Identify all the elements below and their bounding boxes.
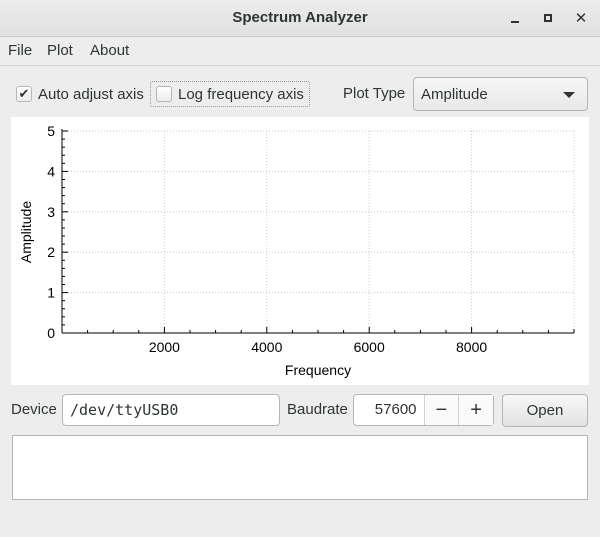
auto-adjust-label: Auto adjust axis [38,85,144,103]
device-label: Device [11,401,57,418]
unchecked-box-icon[interactable] [156,86,172,102]
baudrate-value[interactable]: 57600 [374,401,417,418]
x-tick-label: 6000 [354,339,385,355]
plot-canvas: 2000 4000 6000 8000 0 1 2 3 4 5 Frequency Amplitude [18,123,575,378]
x-tick-label: 4000 [251,339,282,355]
y-tick-label: 4 [47,163,55,179]
minus-icon: − [435,398,448,421]
open-button[interactable]: Open [502,394,588,427]
device-input[interactable]: /dev/ttyUSB0 [62,394,280,426]
log-output[interactable] [12,435,588,500]
close-button[interactable]: ✕ [570,8,592,28]
window-title: Spectrum Analyzer [232,9,368,26]
close-icon: ✕ [574,10,588,27]
baudrate-spinbox[interactable]: 57600 − + [353,394,494,426]
plus-icon: + [470,398,482,421]
maximize-button[interactable] [537,8,559,28]
y-tick-label: 1 [47,285,55,301]
y-axis-title: Amplitude [18,201,34,263]
decrement-button[interactable]: − [423,395,459,425]
dropdown-arrow-icon [563,92,575,98]
plot-type-label: Plot Type [343,85,406,102]
plot-type-select[interactable]: Amplitude [413,77,588,111]
log-frequency-checkbox[interactable]: Log frequency axis [150,81,310,107]
y-tick-label: 5 [47,123,55,139]
log-frequency-label: Log frequency axis [178,85,304,103]
spectrum-plot[interactable]: 2000 4000 6000 8000 0 1 2 3 4 5 Frequency Amplitude [11,117,589,385]
title-bar[interactable]: Spectrum Analyzer ✕ [0,0,600,37]
x-tick-label: 8000 [456,339,487,355]
x-tick-label: 2000 [149,339,180,355]
y-tick-label: 3 [47,204,55,220]
maximize-icon [544,14,552,22]
menu-file[interactable]: File [8,42,33,59]
checkmark-icon[interactable]: ✔ [16,86,32,102]
x-axis-title: Frequency [285,362,351,378]
y-tick-label: 0 [47,325,55,341]
menu-separator [0,65,600,66]
menu-bar: File Plot About [0,37,600,65]
increment-button[interactable]: + [458,395,493,425]
auto-adjust-checkbox[interactable]: ✔ Auto adjust axis [16,82,144,106]
menu-about[interactable]: About [90,42,130,59]
y-tick-label: 2 [47,244,55,260]
menu-plot[interactable]: Plot [47,42,73,59]
baudrate-label: Baudrate [287,401,348,418]
minimize-icon [511,21,519,23]
plot-type-value: Amplitude [421,86,488,103]
minimize-button[interactable] [504,8,526,28]
